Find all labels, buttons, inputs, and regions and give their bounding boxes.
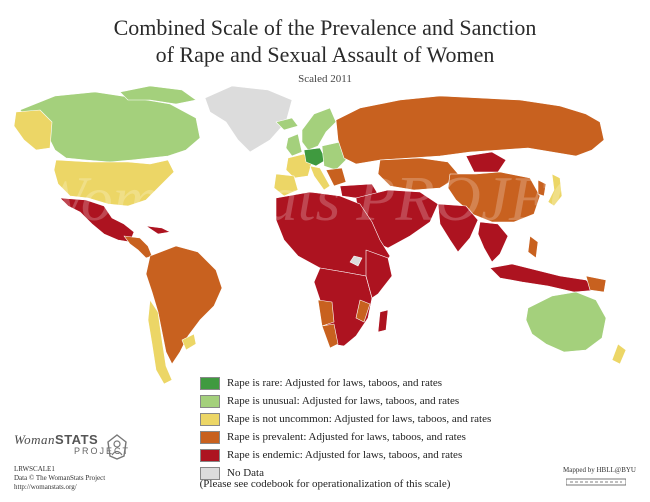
region-scandinavia: [301, 107, 337, 151]
region-uk: [285, 133, 303, 157]
region-japan: [547, 173, 563, 207]
legend-item: Rape is prevalent: Adjusted for laws, ta…: [200, 428, 491, 446]
region-canada-islands: [119, 85, 197, 105]
region-mozambique: [355, 299, 371, 323]
region-namibia: [321, 323, 339, 349]
legend-label: Rape is unusual: Adjusted for laws, tabo…: [227, 395, 460, 407]
region-china: [447, 171, 541, 223]
legend-label: Rape is endemic: Adjusted for laws, tabo…: [227, 449, 463, 461]
region-horn-nodata: [349, 255, 363, 267]
legend-label: Rape is rare: Adjusted for laws, taboos,…: [227, 377, 443, 389]
legend-item: Rape is endemic: Adjusted for laws, tabo…: [200, 446, 491, 464]
logo-stats-text: STATS: [55, 432, 99, 447]
womanstats-logo: WomanSTATS PROJECT: [14, 432, 131, 460]
region-russia: [335, 95, 605, 165]
credits: LRWSCALE1 Data © The WomanStats Project …: [14, 465, 105, 492]
legend-swatch-unusual: [200, 394, 220, 408]
region-mongolia: [465, 151, 507, 173]
legend-item: Rape is rare: Adjusted for laws, taboos,…: [200, 374, 491, 392]
region-madagascar: [377, 309, 389, 333]
region-usa: [53, 159, 175, 207]
region-india: [437, 203, 479, 253]
logo-woman-text: Woman: [14, 432, 56, 447]
legend-swatch-prevalent: [200, 430, 220, 444]
region-central-asia: [377, 157, 461, 191]
region-angola: [317, 299, 335, 327]
region-philippines: [527, 235, 539, 259]
legend: Rape is rare: Adjusted for laws, taboos,…: [200, 374, 491, 482]
region-east-africa: [365, 249, 393, 299]
legend-item: Rape is unusual: Adjusted for laws, tabo…: [200, 392, 491, 410]
legend-label: Rape is prevalent: Adjusted for laws, ta…: [227, 431, 466, 443]
logo-project-text: PROJECT: [74, 446, 131, 456]
legend-swatch-endemic: [200, 448, 220, 462]
credits-data: Data © The WomanStats Project: [14, 474, 106, 482]
title-block: Combined Scale of the Prevalence and San…: [0, 14, 650, 85]
legend-swatch-uncommon: [200, 412, 220, 426]
legend-label: Rape is not uncommon: Adjusted for laws,…: [227, 413, 492, 425]
region-caribbean: [145, 225, 171, 235]
region-iceland: [275, 117, 299, 131]
logo-wordmark: WomanSTATS: [14, 432, 130, 448]
map-title-line2: of Rape and Sexual Assault of Women: [155, 42, 495, 67]
region-italy: [309, 165, 331, 191]
region-southeast-asia: [477, 221, 509, 263]
mapped-by: Mapped by HBLL@BYU: [563, 466, 636, 474]
codebook-note: (Please see codebook for operationalizat…: [199, 478, 451, 490]
region-balkans: [325, 167, 347, 187]
region-central-america: [123, 235, 153, 259]
region-greenland: [204, 85, 293, 153]
region-australia: [525, 291, 607, 353]
region-indonesia: [489, 263, 599, 293]
map-title-line1: Combined Scale of the Prevalence and San…: [113, 15, 537, 40]
legend-label: No Data: [227, 467, 264, 479]
logo-emblem-icon: [107, 434, 127, 460]
region-iberia: [273, 173, 299, 197]
legend-swatch-no-data: [200, 466, 220, 480]
map-subtitle: Scaled 2011: [298, 73, 352, 85]
legend-item: Rape is not uncommon: Adjusted for laws,…: [200, 410, 491, 428]
region-alaska: [13, 109, 53, 151]
legend-item: No Data: [200, 464, 491, 482]
region-chile: [147, 299, 173, 385]
legend-swatch-rare: [200, 376, 220, 390]
credits-code: LRWSCALE1: [14, 465, 55, 473]
region-korea: [537, 179, 547, 197]
hbll-logo-icon: [566, 478, 626, 486]
region-central-europe: [303, 147, 327, 167]
region-new-zealand: [611, 343, 627, 365]
region-uruguay: [181, 333, 197, 351]
credits-url: http://womanstats.org/: [14, 483, 77, 491]
region-eastern-europe: [321, 141, 347, 171]
region-png: [585, 275, 607, 293]
